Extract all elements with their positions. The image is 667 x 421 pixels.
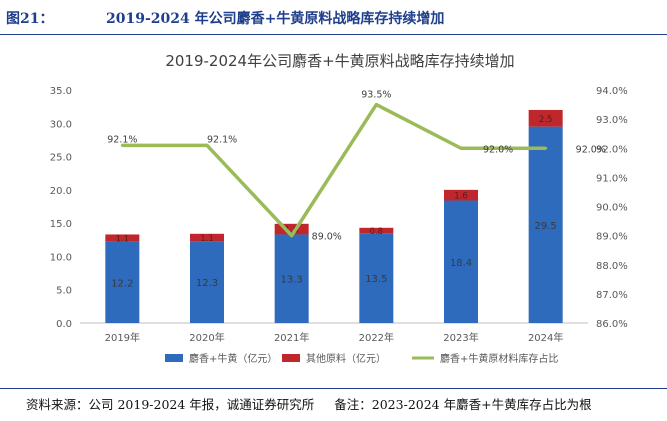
y-left-tick-label: 30.0 bbox=[50, 119, 72, 130]
line-data-label: 93.5% bbox=[361, 90, 391, 101]
source-note: 备注：2023-2024 年麝香+牛黄库存占比为根 bbox=[334, 397, 592, 412]
bar-data-label: 1.1 bbox=[116, 235, 130, 245]
x-tick-label: 2019年 bbox=[105, 331, 140, 344]
source-line: 资料来源：公司 2019-2024 年报，诚通证券研究所 备注：2023-202… bbox=[26, 394, 608, 413]
bar-data-label: 1.6 bbox=[285, 226, 299, 236]
legend-swatch bbox=[282, 354, 300, 362]
bar-data-label: 18.4 bbox=[450, 258, 472, 269]
bar-data-label: 13.3 bbox=[281, 275, 303, 286]
bar-musk-bezoar bbox=[359, 233, 394, 323]
bar-musk-bezoar bbox=[444, 200, 478, 323]
x-tick-label: 2023年 bbox=[443, 331, 478, 344]
x-tick-label: 2020年 bbox=[189, 331, 224, 344]
bar-data-label: 13.5 bbox=[365, 274, 387, 285]
y-left-tick-label: 35.0 bbox=[50, 86, 72, 97]
bar-other-materials bbox=[190, 233, 224, 242]
bar-musk-bezoar bbox=[274, 234, 309, 323]
chart-title: 2019-2024年公司麝香+牛黄原料战略库存持续增加 bbox=[165, 52, 514, 70]
y-right-tick-label: 92.0% bbox=[596, 144, 628, 155]
bar-data-label: 1.6 bbox=[454, 192, 468, 202]
chart-canvas: 2019-2024年公司麝香+牛黄原料战略库存持续增加 0.0 5.0 10.0 15.… bbox=[50, 52, 628, 365]
legend-label: 麝香+牛黄原材料库存占比 bbox=[440, 352, 558, 365]
line-point bbox=[374, 103, 378, 107]
y-right-tick-label: 90.0% bbox=[596, 203, 628, 214]
line-point bbox=[290, 234, 294, 238]
bar-musk-bezoar bbox=[105, 241, 140, 323]
bar-data-label: 0.8 bbox=[370, 227, 384, 237]
line-data-label: 92.1% bbox=[107, 134, 137, 145]
line-data-label: 92.1% bbox=[207, 134, 237, 145]
footer-rule bbox=[0, 388, 667, 389]
figure-title: 2019-2024 年公司麝香+牛黄原料战略库存持续增加 bbox=[106, 11, 445, 27]
x-tick-label: 2022年 bbox=[359, 331, 394, 344]
bar-musk-bezoar bbox=[528, 126, 563, 323]
bar-data-label: 29.5 bbox=[535, 221, 557, 232]
line-data-label: 89.0% bbox=[312, 232, 342, 243]
bar-data-label: 1.1 bbox=[200, 234, 214, 244]
y-left-tick-label: 20.0 bbox=[50, 186, 72, 197]
bar-other-materials bbox=[444, 189, 478, 201]
source-text: 资料来源：公司 2019-2024 年报，诚通证券研究所 bbox=[26, 397, 315, 412]
y-right-tick-label: 91.0% bbox=[596, 173, 628, 184]
line-data-label: 92.0% bbox=[483, 144, 513, 155]
bar-other-materials bbox=[528, 109, 563, 127]
y-left-tick-label: 5.0 bbox=[56, 286, 72, 297]
figure-number: 图21： bbox=[6, 11, 54, 27]
legend-label: 麝香+牛黄（亿元） bbox=[189, 352, 277, 365]
y-right-tick-label: 86.0% bbox=[596, 319, 628, 330]
y-right-tick-label: 94.0% bbox=[596, 86, 628, 97]
line-share-series bbox=[122, 102, 546, 238]
line-data-label: 92.0% bbox=[576, 144, 606, 155]
y-left-tick-label: 25.0 bbox=[50, 153, 72, 164]
bar-data-label: 2.5 bbox=[539, 115, 553, 125]
y-left-tick-label: 0.0 bbox=[56, 319, 72, 330]
bar-data-label: 12.2 bbox=[111, 278, 133, 289]
line-point bbox=[459, 146, 463, 150]
figure-header: 图21： 2019-2024 年公司麝香+牛黄原料战略库存持续增加 bbox=[0, 0, 667, 35]
x-tick-label: 2021年 bbox=[274, 331, 309, 344]
y-right-tick-label: 93.0% bbox=[596, 115, 628, 126]
bar-musk-bezoar bbox=[190, 241, 224, 323]
y-left-tick-label: 15.0 bbox=[50, 219, 72, 230]
bar-other-materials bbox=[274, 223, 309, 235]
legend-swatch bbox=[165, 354, 183, 362]
bar-other-materials bbox=[105, 234, 140, 242]
y-right-tick-label: 88.0% bbox=[596, 261, 628, 272]
line-point bbox=[205, 143, 209, 147]
bar-other-materials bbox=[359, 227, 394, 234]
bar-data-label: 12.3 bbox=[196, 278, 218, 289]
y-right-tick-label: 87.0% bbox=[596, 290, 628, 301]
line-point bbox=[120, 143, 124, 147]
y-left-tick-label: 10.0 bbox=[50, 252, 72, 263]
x-tick-label: 2024年 bbox=[528, 331, 563, 344]
line-point bbox=[544, 146, 548, 150]
y-right-tick-label: 89.0% bbox=[596, 232, 628, 243]
legend-label: 其他原料（亿元） bbox=[306, 352, 386, 365]
